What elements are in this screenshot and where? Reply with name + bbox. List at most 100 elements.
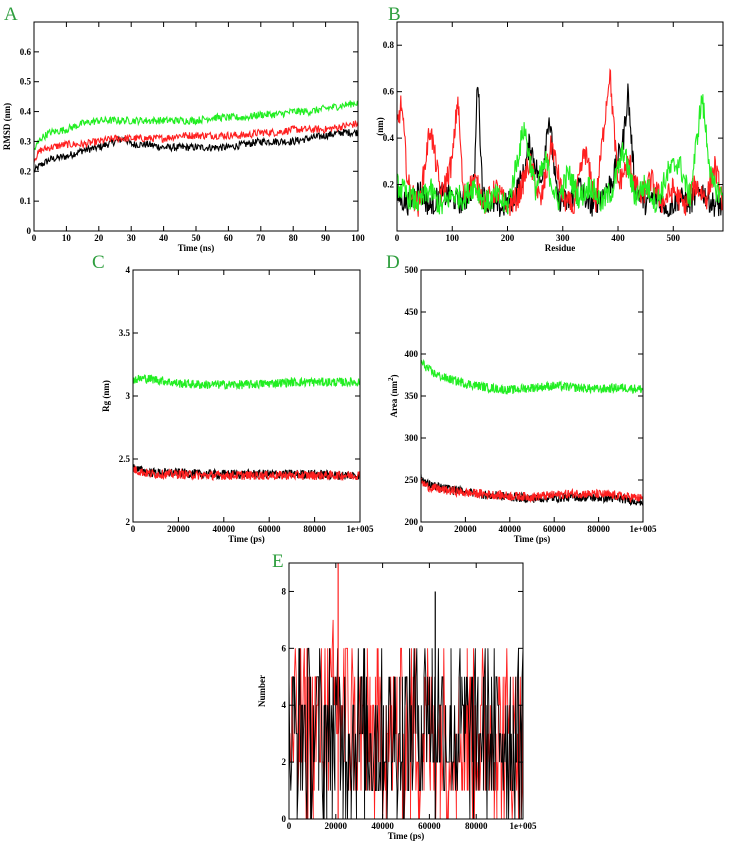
y-tick-label: 0.8 xyxy=(383,40,395,50)
y-tick-label: 500 xyxy=(405,265,419,275)
y-tick-label: 200 xyxy=(405,517,419,527)
panel-letter: A xyxy=(4,4,18,25)
x-tick-label: 20000 xyxy=(325,821,348,831)
x-axis-label: Time (ps) xyxy=(514,534,551,544)
panel-letter: C xyxy=(92,252,105,273)
y-tick-label: 300 xyxy=(405,433,419,443)
x-tick-label: 60000 xyxy=(543,524,566,534)
y-tick-label: 0 xyxy=(27,226,32,236)
panel-letter: B xyxy=(388,4,401,25)
y-tick-label: 6 xyxy=(282,643,287,653)
panel-letter: D xyxy=(386,252,400,273)
x-tick-label: 80000 xyxy=(303,524,326,534)
x-tick-label: 80000 xyxy=(465,821,488,831)
series-group xyxy=(34,100,358,173)
plot-frame xyxy=(396,21,724,232)
x-tick-label: 300 xyxy=(556,233,570,243)
x-tick-label: 1e+005 xyxy=(509,821,537,831)
y-tick-label: 450 xyxy=(405,307,419,317)
series-group xyxy=(289,563,523,819)
y-tick-label: 0.6 xyxy=(383,87,395,97)
x-axis-label: Time (ns) xyxy=(178,243,215,253)
series-line-2 xyxy=(421,477,643,504)
series-line-2 xyxy=(34,120,358,163)
y-axis-label-end: ) xyxy=(389,374,399,377)
y-tick-label: 250 xyxy=(405,475,419,485)
x-tick-label: 20000 xyxy=(167,524,190,534)
series-line-1 xyxy=(34,128,358,173)
y-tick-label: 0.2 xyxy=(20,166,32,176)
y-tick-label: 8 xyxy=(282,586,287,596)
y-axis-label-sup: 2 xyxy=(387,377,395,381)
plot-frame xyxy=(420,269,644,523)
x-tick-label: 100 xyxy=(351,233,365,243)
y-axis-label: Area (nm2) xyxy=(387,374,399,417)
panel-c: C 0 20000 40000 60000 80000 1e+005 2 2.5 3 3.5 4 Tim… xyxy=(92,252,374,544)
series-line-3 xyxy=(133,374,360,391)
x-tick-label: 40000 xyxy=(499,524,522,534)
y-tick-label: 0.1 xyxy=(20,196,32,206)
series-group xyxy=(133,374,360,482)
series-line-3 xyxy=(397,94,723,215)
y-tick-label: 0 xyxy=(282,814,287,824)
series-group xyxy=(421,358,643,507)
x-tick-label: 20000 xyxy=(454,524,477,534)
x-axis-label: Residue xyxy=(545,243,576,253)
x-tick-label: 0 xyxy=(32,233,37,243)
series-line-3 xyxy=(34,100,358,151)
panel-b: B 0 100 200 300 400 500 0.2 0.4 0.6 0.8 Residue (nm) xyxy=(375,4,724,253)
x-tick-label: 1e+005 xyxy=(629,524,657,534)
y-tick-label: 0.4 xyxy=(20,107,32,117)
x-tick-label: 30 xyxy=(127,233,137,243)
panel-e: E 0 20000 40000 60000 80000 1e+005 0 2 4 6 8 Time (p… xyxy=(257,551,537,841)
x-tick-label: 60 xyxy=(224,233,234,243)
series-line-1 xyxy=(289,619,523,819)
y-tick-label: 400 xyxy=(405,349,419,359)
x-tick-label: 500 xyxy=(667,233,681,243)
panel-a: A 0 10 20 30 40 50 60 70 80 90 100 0 0.1 0.2 0.3 0.4 0.5 0… xyxy=(2,4,365,253)
y-tick-label: 4 xyxy=(126,265,131,275)
x-tick-label: 90 xyxy=(321,233,331,243)
y-axis-label: Number xyxy=(257,675,267,707)
y-tick-label: 2 xyxy=(282,757,287,767)
x-tick-label: 100 xyxy=(446,233,460,243)
y-tick-label: 0.3 xyxy=(20,136,32,146)
y-axis-label: RMSD (nm) xyxy=(2,103,12,150)
panel-d: D 0 20000 40000 60000 80000 1e+005 200 250 300 350… xyxy=(386,252,657,544)
x-tick-label: 70 xyxy=(256,233,266,243)
y-tick-label: 2 xyxy=(126,517,131,527)
x-tick-label: 1e+005 xyxy=(346,524,374,534)
series-line-1 xyxy=(397,83,723,218)
y-tick-label: 0.6 xyxy=(20,47,32,57)
x-tick-label: 60000 xyxy=(258,524,281,534)
x-tick-label: 0 xyxy=(287,821,292,831)
y-tick-label: 0.2 xyxy=(383,180,395,190)
plot-frame xyxy=(132,269,361,523)
series-group xyxy=(397,68,723,218)
y-tick-label: 4 xyxy=(282,700,287,710)
y-tick-label: 3 xyxy=(126,391,131,401)
x-tick-label: 10 xyxy=(62,233,72,243)
series-line-3 xyxy=(421,358,643,395)
y-axis-label: Rg (nm) xyxy=(101,380,111,412)
x-tick-label: 50 xyxy=(192,233,202,243)
series-line-2 xyxy=(289,647,523,819)
y-axis-label-main: Area (nm xyxy=(389,380,399,417)
x-tick-label: 40 xyxy=(159,233,169,243)
series-line-2 xyxy=(397,68,723,217)
x-axis-label: Time (ps) xyxy=(388,831,425,841)
x-tick-label: 60000 xyxy=(418,821,441,831)
plot-frame xyxy=(288,562,524,820)
y-tick-label: 0.5 xyxy=(20,77,32,87)
x-tick-label: 0 xyxy=(395,233,400,243)
x-tick-label: 40000 xyxy=(213,524,236,534)
y-axis-label: (nm) xyxy=(375,117,385,136)
x-tick-label: 0 xyxy=(419,524,424,534)
x-tick-label: 80 xyxy=(289,233,299,243)
y-tick-label: 2.5 xyxy=(119,454,131,464)
y-tick-label: 350 xyxy=(405,391,419,401)
x-tick-label: 400 xyxy=(611,233,625,243)
x-axis-label: Time (ps) xyxy=(228,534,265,544)
x-tick-label: 200 xyxy=(501,233,515,243)
